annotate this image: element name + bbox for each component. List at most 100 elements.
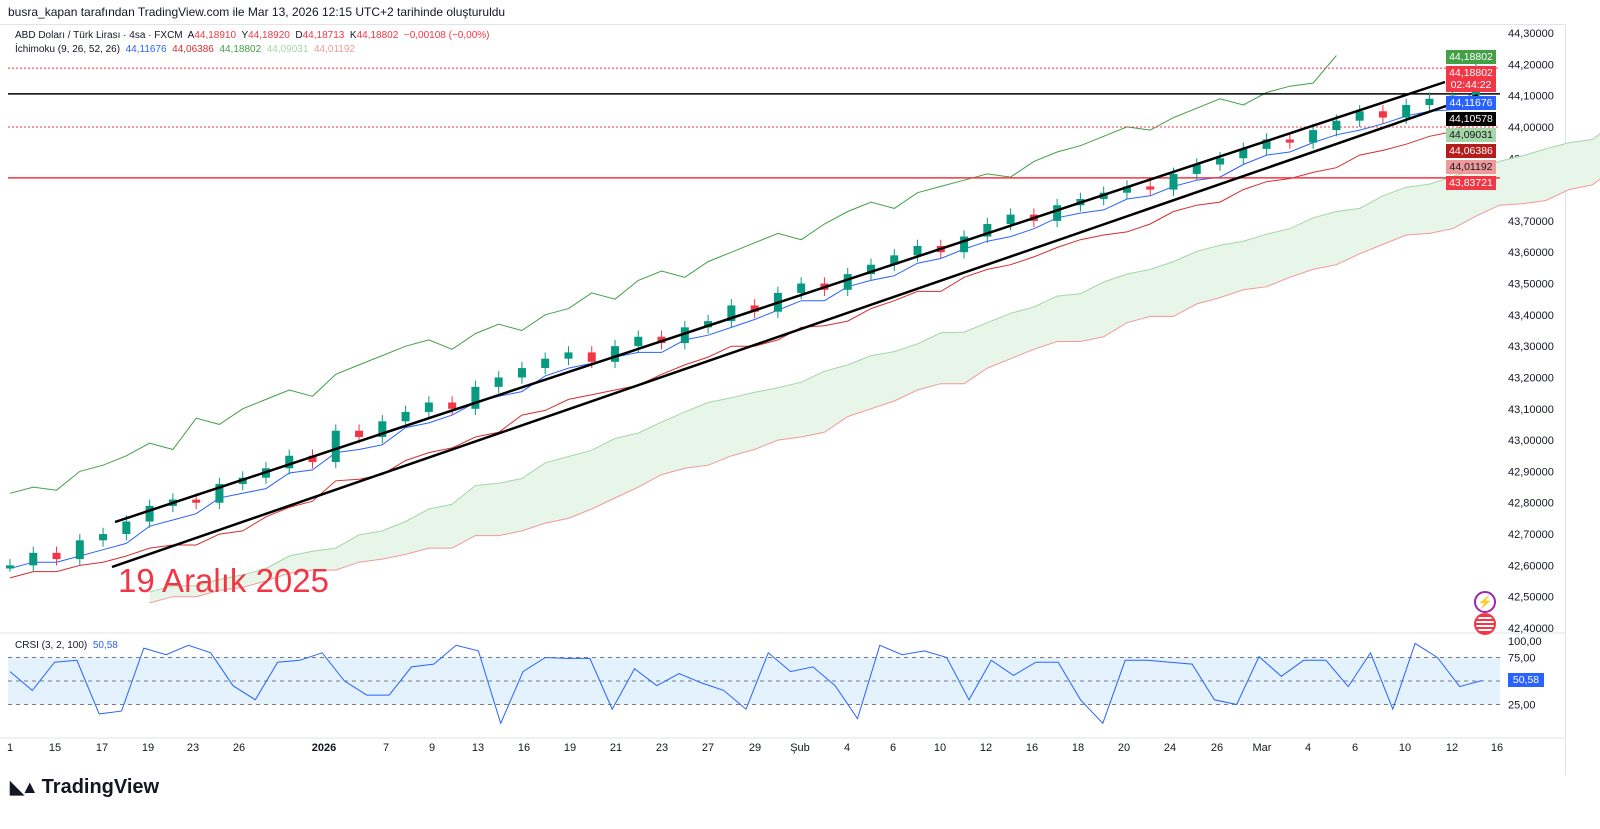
candle-body	[1262, 139, 1271, 149]
lightning-event-icon[interactable]: ⚡	[1474, 591, 1496, 613]
price-tick: 44,10000	[1508, 91, 1554, 103]
candle-body	[960, 236, 969, 253]
price-tick: 42,80000	[1508, 498, 1554, 510]
crsi-legend: CRSI (3, 2, 100) 50,58	[15, 640, 118, 651]
candle-body	[750, 305, 759, 312]
time-tick: 29	[749, 742, 761, 754]
price-badge: 44,18802 02:44:22	[1446, 66, 1496, 92]
price-badge: 44,10578	[1446, 112, 1496, 126]
trendline-lower	[111, 93, 1479, 569]
tv-logo-icon: ◣▲	[10, 777, 39, 797]
us-flag-event-icon[interactable]	[1474, 613, 1496, 635]
kijun-line	[9, 117, 1477, 579]
chart-frame	[0, 24, 1566, 775]
candle-body	[308, 455, 317, 463]
candle-body	[727, 305, 736, 322]
span-a-value: 44,09031	[266, 44, 309, 55]
candle-body	[866, 264, 875, 275]
crsi-tick: 25,00	[1508, 700, 1536, 712]
symbol-legend: ABD Doları / Türk Lirası · 4sa · FXCM A 4…	[15, 30, 489, 41]
close-label: K	[349, 30, 357, 41]
price-badge: 44,01192	[1446, 160, 1496, 174]
price-badge: 43,83721	[1446, 176, 1496, 190]
time-tick: Şub	[790, 742, 810, 754]
candle-body	[1425, 98, 1434, 106]
candle-body	[983, 224, 992, 237]
candle-body	[75, 540, 84, 560]
candle-body	[1378, 111, 1387, 118]
ichimoku-legend: İchimoku (9, 26, 52, 26) 44,11676 44,063…	[15, 44, 355, 55]
high-value: 44,18920	[248, 30, 290, 41]
price-tick: 42,70000	[1508, 529, 1554, 541]
candle-body	[331, 430, 340, 463]
time-tick: 10	[934, 742, 946, 754]
price-tick: 43,60000	[1508, 247, 1554, 259]
crsi-value: 50,58	[92, 640, 118, 651]
candle-body	[517, 368, 526, 378]
price-badge: 44,06386	[1446, 144, 1496, 158]
brand-name: TradingView	[41, 776, 160, 798]
symbol-title[interactable]: ABD Doları / Türk Lirası · 4sa · FXCM	[15, 30, 183, 41]
candle-body	[424, 402, 433, 412]
time-tick: 23	[187, 742, 199, 754]
candle-body	[1355, 111, 1364, 121]
chikou-value: 44,18802	[219, 44, 262, 55]
ichimoku-label[interactable]: İchimoku (9, 26, 52, 26)	[15, 44, 121, 55]
candle-body	[401, 411, 410, 422]
candle-body	[704, 321, 713, 328]
candle-body	[1402, 105, 1411, 118]
candle-body	[1122, 186, 1131, 193]
time-tick: 16	[1491, 742, 1503, 754]
candle-body	[1006, 214, 1015, 225]
low-value: 44,18713	[302, 30, 345, 41]
candle-body	[355, 430, 364, 437]
tenkan-value: 44,11676	[125, 44, 167, 55]
span-b-line	[149, 178, 1600, 604]
span-a-line	[149, 133, 1600, 593]
price-badge: 44,11676	[1446, 96, 1496, 110]
time-tick: 15	[49, 742, 61, 754]
price-tick: 42,90000	[1508, 466, 1554, 478]
price-tick: 43,30000	[1508, 341, 1554, 353]
candle-body	[494, 377, 503, 387]
candle-body	[122, 521, 131, 535]
price-badge: 44,18802	[1446, 50, 1496, 64]
open-label: A	[187, 30, 195, 41]
span-b-value: 44,01192	[314, 44, 355, 55]
candle-body	[1332, 120, 1341, 131]
price-tick: 42,50000	[1508, 592, 1554, 604]
change-value: −0,00108 (−0,00%)	[403, 30, 490, 41]
time-tick: 10	[1399, 742, 1411, 754]
price-tick: 43,40000	[1508, 310, 1554, 322]
time-tick: 7	[383, 742, 389, 754]
chart-credit: busra_kapan tarafından TradingView.com i…	[8, 5, 506, 19]
crsi-tick: 75,00	[1508, 653, 1536, 665]
time-tick: 12	[1446, 742, 1458, 754]
price-badge: 44,09031	[1446, 128, 1496, 142]
close-value: 44,18802	[356, 30, 399, 41]
time-tick: 26	[233, 742, 245, 754]
candle-body	[6, 565, 14, 569]
candle-body	[843, 274, 852, 290]
chikou-line	[9, 55, 1337, 494]
candle-body	[797, 283, 806, 293]
price-tick: 44,00000	[1508, 122, 1554, 134]
crsi-label[interactable]: CRSI (3, 2, 100)	[15, 640, 88, 651]
date-annotation[interactable]: 19 Aralık 2025	[118, 562, 329, 599]
price-tick: 42,60000	[1508, 560, 1554, 572]
candle-body	[448, 402, 457, 409]
time-tick: 12	[980, 742, 992, 754]
tradingview-logo[interactable]: ◣▲ TradingView	[10, 776, 159, 799]
low-label: D	[295, 30, 303, 41]
price-tick: 42,40000	[1508, 623, 1554, 635]
time-tick: 20	[1118, 742, 1130, 754]
tenkan-line	[9, 89, 1477, 569]
time-tick: 19	[564, 742, 576, 754]
time-tick: 6	[890, 742, 896, 754]
high-label: Y	[241, 30, 249, 41]
price-tick: 44,30000	[1508, 28, 1554, 40]
candle-body	[541, 358, 550, 369]
candle-body	[1169, 173, 1178, 190]
candle-body	[634, 336, 643, 347]
